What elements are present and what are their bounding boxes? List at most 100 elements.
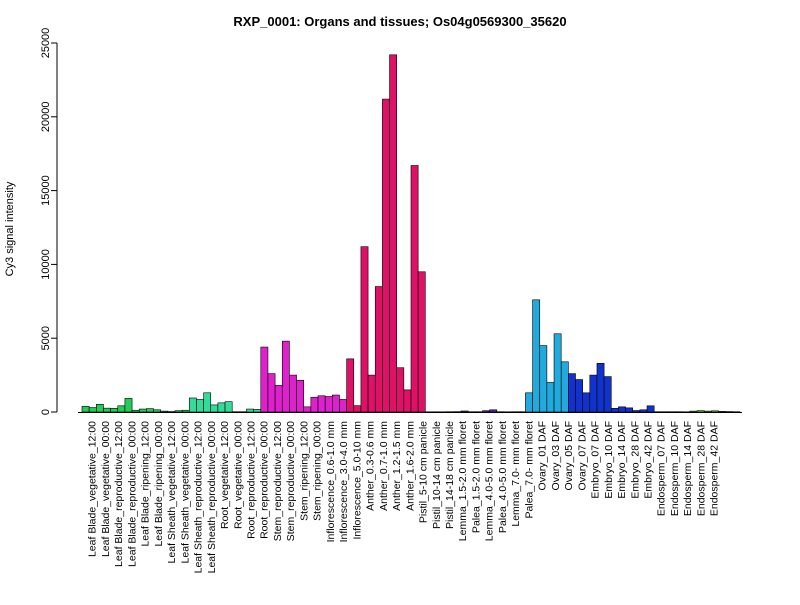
category-label: Ovary_05 DAF: [563, 421, 575, 490]
category-label: Pistil_5-10 cm panicle: [418, 421, 430, 523]
category-label: Stem_ripening_00:00: [312, 421, 324, 521]
bar: [196, 399, 203, 412]
bar: [647, 406, 654, 412]
category-label: Palea_4.0-5.0 mm floret: [497, 421, 509, 533]
category-label: Leaf Sheath_vegetative_12:00: [166, 421, 178, 564]
category-label: Anther_1.6-2.0 mm: [404, 421, 416, 511]
bar: [690, 411, 697, 412]
bar: [325, 397, 332, 413]
bar: [404, 390, 411, 412]
category-label: Root_reproductive_00:00: [259, 421, 271, 539]
category-label: Leaf Blade_ripening_00:00: [153, 421, 165, 547]
bar: [604, 377, 611, 412]
bar: [125, 398, 132, 412]
bar: [704, 411, 711, 412]
bar: [382, 99, 389, 412]
category-label: Endosperm_14 DAF: [682, 421, 694, 516]
category-label: Pistil_10-14 cm panicle: [431, 421, 443, 529]
category-label: Palea_7.0- mm floret: [523, 421, 535, 519]
y-tick-label: 5000: [40, 326, 52, 350]
category-label: Stem_reproductive_12:00: [272, 421, 284, 541]
bar: [318, 396, 325, 412]
category-label: Endosperm_42 DAF: [709, 421, 721, 516]
bar: [590, 375, 597, 412]
bar: [225, 402, 232, 412]
category-label: Embryo_28 DAF: [629, 421, 641, 499]
bar: [247, 409, 254, 412]
y-tick-label: 20000: [40, 102, 52, 133]
bar: [132, 410, 139, 412]
bar: [490, 410, 497, 412]
bar: [719, 411, 726, 412]
bar: [583, 393, 590, 412]
category-label: Anther_0.7-1.0 mm: [378, 421, 390, 511]
category-label: Ovary_07 DAF: [576, 421, 588, 490]
category-label: Endosperm_28 DAF: [695, 421, 707, 516]
bar: [375, 287, 382, 412]
bar: [96, 404, 103, 412]
category-label: Leaf Blade_ripening_12:00: [140, 421, 152, 547]
bar: [533, 300, 540, 412]
y-tick-label: 15000: [40, 175, 52, 206]
bar: [218, 403, 225, 412]
y-tick-label: 10000: [40, 249, 52, 280]
y-tick-label: 25000: [40, 28, 52, 59]
bar: [361, 247, 368, 412]
bar: [418, 272, 425, 412]
bar: [289, 375, 296, 412]
category-label: Lemma_4.0-5.0 mm floret: [484, 421, 496, 541]
bar: [111, 408, 118, 412]
bar: [576, 380, 583, 412]
bar: [633, 411, 640, 412]
bar: [640, 410, 647, 412]
bar: [368, 375, 375, 412]
bar: [161, 411, 168, 412]
bar: [411, 166, 418, 412]
bar: [561, 362, 568, 412]
bar: [261, 347, 268, 412]
y-axis-label: Cy3 signal intensity: [4, 181, 16, 276]
bar: [554, 334, 561, 412]
bar: [211, 405, 218, 412]
category-label: Pistil_14-18 cm panicle: [444, 421, 456, 529]
bar: [697, 411, 704, 412]
category-label: Leaf Sheath_reproductive_00:00: [206, 421, 218, 574]
bar: [297, 380, 304, 412]
category-label: Inflorescence_5.0-10 mm: [351, 421, 363, 540]
category-label: Endosperm_10 DAF: [669, 421, 681, 516]
bar: [339, 399, 346, 412]
category-label: Root_vegetative_12:00: [219, 421, 231, 529]
bar: [304, 407, 311, 412]
bar: [89, 408, 96, 412]
bar: [146, 409, 153, 412]
category-label: Endosperm_07 DAF: [656, 421, 668, 516]
category-label: Ovary_03 DAF: [550, 421, 562, 490]
chart-title: RXP_0001: Organs and tissues; Os04g05693…: [233, 14, 566, 29]
bar: [547, 382, 554, 412]
bar: [568, 374, 575, 412]
bar: [154, 410, 161, 412]
category-label: Leaf Sheath_reproductive_12:00: [193, 421, 205, 574]
category-label: Inflorescence_3.0-4.0 mm: [338, 421, 350, 543]
category-label: Leaf Sheath_vegetative_00:00: [179, 421, 191, 564]
bar: [82, 406, 89, 412]
bar: [118, 406, 125, 412]
category-label: Stem_ripening_12:00: [298, 421, 310, 521]
bar: [354, 406, 361, 412]
bar: [597, 363, 604, 412]
bar: [175, 411, 182, 412]
category-label: Lemma_1.5-2.0 mm floret: [457, 421, 469, 541]
bar: [618, 407, 625, 412]
category-label: Leaf Blade_vegetative_12:00: [87, 421, 99, 557]
category-label: Leaf Blade_reproductive_00:00: [126, 421, 138, 567]
bar: [204, 393, 211, 412]
category-label: Ovary_01 DAF: [537, 421, 549, 490]
bar: [182, 410, 189, 412]
category-label: Inflorescence_0.6-1.0 mm: [325, 421, 337, 543]
bar: [282, 341, 289, 412]
bar: [254, 409, 261, 412]
